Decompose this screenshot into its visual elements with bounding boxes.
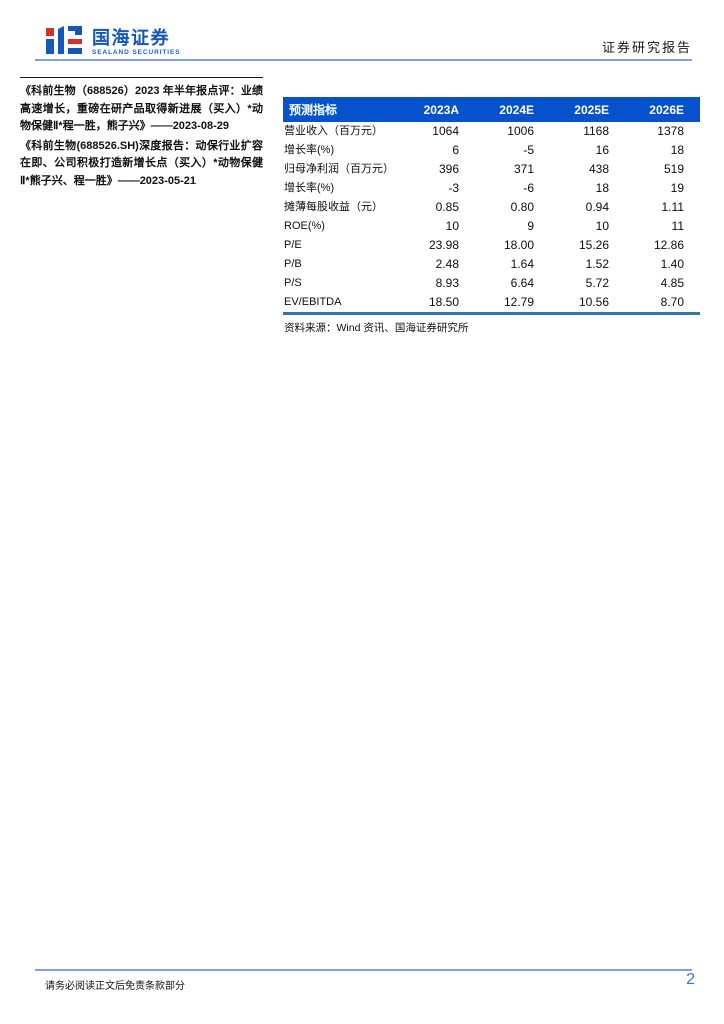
row-label: 摊薄每股收益（元） — [284, 201, 383, 213]
row-value: 23.98 — [428, 238, 459, 252]
row-value: 12.86 — [653, 238, 684, 252]
logo-en-text: SEALAND SECURITIES — [92, 49, 181, 56]
row-value: 4.85 — [660, 276, 684, 290]
column-header: 2024E — [475, 97, 550, 122]
table-header-row: 预测指标 2023A 2024E 2025E 2026E — [283, 97, 700, 122]
row-label: EV/EBITDA — [283, 293, 400, 315]
row-value: 19 — [670, 181, 684, 195]
row-value: 11 — [671, 219, 684, 233]
row-value: 8.93 — [435, 276, 459, 290]
row-value: 1.40 — [660, 257, 684, 271]
table-row: 增长率(%) 6 -5 16 18 — [283, 141, 700, 160]
row-value: 10 — [595, 219, 609, 233]
table-row: P/E 23.98 18.00 15.26 12.86 — [283, 236, 700, 255]
table-row: 增长率(%) -3 -6 18 19 — [283, 179, 700, 198]
row-value: 10 — [445, 219, 459, 233]
row-value: 18 — [595, 181, 609, 195]
row-label: ROE(%) — [284, 220, 325, 232]
table-row: P/S 8.93 6.64 5.72 4.85 — [283, 274, 700, 293]
header-divider — [35, 59, 692, 61]
row-label: 归母净利润（百万元） — [284, 163, 394, 175]
row-value: 8.70 — [625, 293, 700, 315]
row-value: 0.94 — [585, 200, 609, 214]
forecast-table: 预测指标 2023A 2024E 2025E 2026E 营业收入（百万元） 1… — [283, 97, 700, 315]
table-row: 摊薄每股收益（元） 0.85 0.80 0.94 1.11 — [283, 198, 700, 217]
column-header: 2025E — [550, 97, 625, 122]
row-value: 5.72 — [585, 276, 609, 290]
row-value: 1064 — [432, 124, 459, 138]
row-value: 6.64 — [510, 276, 534, 290]
row-value: 519 — [663, 162, 684, 176]
column-header: 2026E — [625, 97, 700, 122]
table-row: 归母净利润（百万元） 396 371 438 519 — [283, 160, 700, 179]
row-label: P/S — [284, 277, 302, 289]
row-value: 438 — [588, 162, 609, 176]
row-value: 18.50 — [400, 293, 475, 315]
logo-cn-text: 国海证券 — [92, 28, 170, 48]
row-label: 营业收入（百万元） — [284, 125, 383, 137]
row-value: -3 — [448, 181, 459, 195]
row-value: 6 — [452, 143, 459, 157]
related-report-item: 《科前生物（688526）2023 年半年报点评：业绩高速增长，重磅在研产品取得… — [20, 85, 263, 133]
row-label: 增长率(%) — [284, 144, 335, 156]
row-value: 1.11 — [661, 200, 684, 214]
related-reports: 《科前生物（688526）2023 年半年报点评：业绩高速增长，重磅在研产品取得… — [20, 77, 263, 193]
row-value: 18 — [670, 143, 684, 157]
page-number: 2 — [686, 971, 695, 988]
row-value: 10.56 — [550, 293, 625, 315]
row-value: 9 — [527, 219, 534, 233]
footer-disclaimer: 请务必阅读正文后免责条款部分 — [45, 981, 185, 992]
row-value: 1006 — [507, 124, 534, 138]
company-logo: 国海证券 SEALAND SECURITIES — [45, 26, 180, 57]
row-value: 1.52 — [585, 257, 609, 271]
report-type-label: 证券研究报告 — [601, 40, 692, 55]
row-value: 1168 — [583, 124, 609, 138]
row-value: 0.80 — [510, 200, 534, 214]
column-header: 2023A — [400, 97, 475, 122]
row-value: 16 — [595, 143, 609, 157]
row-value: 371 — [513, 162, 534, 176]
row-value: 15.26 — [578, 238, 609, 252]
row-value: 0.85 — [435, 200, 459, 214]
sealand-logo-icon — [46, 26, 82, 54]
row-value: -5 — [523, 143, 534, 157]
row-value: 18.00 — [503, 238, 534, 252]
row-label: 增长率(%) — [284, 182, 335, 194]
related-report-item: 《科前生物(688526.SH)深度报告：动保行业扩容在即、公司积极打造新增长点… — [20, 139, 263, 187]
table-row: ROE(%) 10 9 10 11 — [283, 217, 700, 236]
row-value: -6 — [523, 181, 534, 195]
row-label: P/E — [284, 239, 302, 251]
row-value: 2.48 — [435, 257, 459, 271]
table-source: 资料来源：Wind 资讯、国海证券研究所 — [284, 322, 469, 334]
table-row: 营业收入（百万元） 1064 1006 1168 1378 — [283, 122, 700, 141]
row-value: 1.64 — [510, 257, 534, 271]
forecast-table-block: 预测指标 2023A 2024E 2025E 2026E 营业收入（百万元） 1… — [283, 97, 700, 335]
table-row: P/B 2.48 1.64 1.52 1.40 — [283, 255, 700, 274]
footer-divider — [35, 969, 692, 971]
row-value: 1378 — [657, 124, 684, 138]
row-value: 12.79 — [475, 293, 550, 315]
column-header: 预测指标 — [283, 97, 400, 122]
logo-text: 国海证券 SEALAND SECURITIES — [92, 26, 180, 56]
row-label: P/B — [284, 258, 302, 270]
row-value: 396 — [438, 162, 459, 176]
table-row: EV/EBITDA 18.50 12.79 10.56 8.70 — [283, 293, 700, 315]
